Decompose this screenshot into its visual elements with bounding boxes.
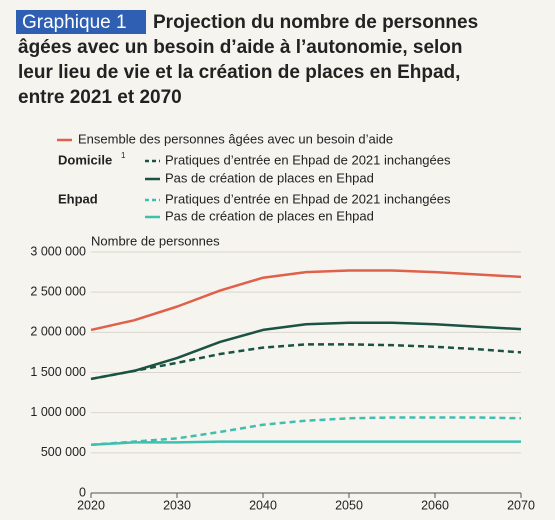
y-tick-label: 500 000 [41, 445, 86, 459]
legend-label: Pratiques d’entrée en Ehpad de 2021 inch… [165, 191, 451, 206]
x-tick-label: 2070 [507, 498, 535, 512]
series-line [90, 343, 522, 381]
series-line [90, 416, 522, 447]
legend-label: Pas de création de places en Ehpad [165, 170, 374, 185]
x-tick-label: 2050 [335, 498, 363, 512]
x-tick-label: 2060 [421, 498, 449, 512]
y-tick-label: 3 000 000 [30, 244, 86, 258]
x-tick-label: 2040 [249, 498, 277, 512]
y-tick-label: 1 000 000 [30, 405, 86, 419]
legend-group: Domicile [58, 152, 112, 167]
y-axis-label: Nombre de personnes [91, 233, 220, 248]
legend-label: Ensemble des personnes âgées avec un bes… [78, 131, 393, 146]
badge: Graphique 1 [22, 12, 127, 33]
chart-title: Projection du nombre de personnes [153, 12, 478, 33]
series-line [90, 269, 522, 332]
legend-group: Ehpad [58, 191, 98, 206]
y-tick-label: 2 500 000 [30, 284, 86, 298]
y-tick-label: 0 [79, 485, 86, 499]
x-tick-label: 2030 [163, 498, 191, 512]
x-tick-label: 2020 [77, 498, 105, 512]
series-line [90, 321, 522, 381]
legend-label: Pratiques d’entrée en Ehpad de 2021 inch… [165, 152, 451, 167]
footnote-mark: 1 [121, 151, 126, 160]
series-line [90, 440, 521, 447]
y-tick-label: 2 000 000 [30, 325, 86, 339]
chart-title: âgées avec un besoin d’aide à l’autonomi… [18, 37, 463, 58]
chart-title: leur lieu de vie et la création de place… [18, 62, 460, 83]
legend-label: Pas de création de places en Ehpad [165, 208, 374, 223]
chart-title: entre 2021 et 2070 [18, 87, 182, 108]
y-tick-label: 1 500 000 [30, 365, 86, 379]
badge-box [16, 10, 146, 34]
